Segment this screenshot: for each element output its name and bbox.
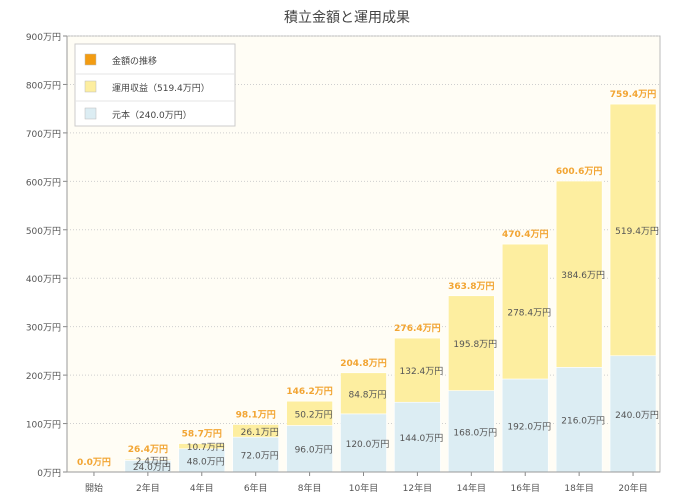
y-tick-label: 400万円 (26, 274, 61, 285)
total-value-label: 146.2万円 (286, 386, 332, 397)
y-tick-label: 700万円 (26, 129, 61, 140)
return-value-label: 195.8万円 (453, 339, 497, 350)
principal-value-label: 72.0万円 (241, 451, 279, 462)
principal-bar-segment (609, 355, 657, 473)
principal-value-label: 120.0万円 (346, 439, 390, 450)
y-tick-label: 100万円 (26, 420, 61, 431)
total-value-label: 470.4万円 (502, 229, 548, 240)
x-tick-label: 12年目 (403, 482, 432, 494)
return-bar-segment (340, 372, 387, 415)
principal-value-label: 24.0万円 (133, 462, 171, 473)
x-tick-label: 10年目 (349, 482, 378, 494)
return-bar-segment (124, 458, 172, 461)
y-tick-label: 500万円 (26, 226, 61, 237)
legend-box (74, 43, 236, 127)
return-bar-segment (501, 243, 549, 380)
return-bar-segment (394, 337, 441, 403)
x-tick-label: 14年目 (457, 482, 486, 494)
legend-label: 元本（240.0万円） (112, 109, 192, 121)
y-tick-label: 600万円 (26, 177, 61, 188)
x-tick-label: 4年目 (190, 482, 214, 494)
return-value-label: 519.4万円 (615, 226, 659, 237)
y-tick-label: 200万円 (26, 371, 61, 382)
return-bar-segment (609, 103, 657, 357)
y-tick-label: 300万円 (26, 323, 61, 334)
x-tick-label: 16年目 (511, 482, 540, 494)
principal-value-label: 192.0万円 (507, 421, 551, 432)
return-value-label: 132.4万円 (400, 366, 444, 377)
total-value-label: 204.8万円 (340, 358, 386, 369)
return-value-label: 384.6万円 (561, 270, 605, 281)
return-value-label: 26.1万円 (241, 427, 279, 438)
total-value-label: 276.4万円 (394, 323, 440, 334)
total-value-label: 0.0万円 (77, 457, 111, 468)
legend-label: 運用収益（519.4万円） (112, 82, 210, 94)
principal-bar-segment (340, 413, 387, 473)
principal-value-label: 48.0万円 (187, 456, 225, 467)
x-tick-label: 2年目 (136, 482, 160, 494)
return-value-label: 10.7万円 (187, 442, 225, 453)
principal-value-label: 240.0万円 (615, 410, 659, 421)
principal-bar-segment (394, 401, 441, 473)
x-tick-label: 開始 (85, 482, 103, 494)
x-tick-label: 6年目 (244, 482, 268, 494)
principal-value-label: 144.0万円 (400, 433, 444, 444)
principal-bar-segment (232, 436, 279, 473)
y-tick-label: 800万円 (26, 80, 61, 91)
return-bar-segment (448, 295, 495, 391)
x-tick-label: 8年目 (298, 482, 322, 494)
principal-bar-segment (448, 390, 495, 473)
principal-value-label: 168.0万円 (453, 427, 497, 438)
return-bar-segment (232, 424, 279, 438)
x-tick-label: 20年目 (618, 482, 647, 494)
y-tick-label: 0万円 (37, 468, 61, 479)
legend-swatch (84, 53, 97, 66)
principal-value-label: 96.0万円 (295, 445, 333, 456)
principal-value-label: 216.0万円 (561, 416, 605, 427)
total-value-label: 759.4万円 (610, 89, 656, 100)
return-bar-segment (286, 400, 333, 426)
principal-bar-segment (555, 367, 603, 473)
return-value-label: 278.4万円 (507, 308, 551, 319)
total-value-label: 98.1万円 (236, 409, 276, 420)
return-value-label: 2.4万円 (136, 456, 168, 467)
total-value-label: 58.7万円 (182, 429, 222, 440)
legend-label: 金額の推移 (112, 55, 157, 67)
return-bar-segment (555, 180, 603, 368)
return-value-label: 84.8万円 (348, 389, 386, 400)
chart-title: 積立金額と運用成果 (284, 10, 410, 26)
total-value-label: 600.6万円 (556, 166, 602, 177)
legend-swatch (84, 80, 97, 93)
total-value-label: 363.8万円 (448, 281, 494, 292)
legend-swatch (84, 107, 97, 120)
total-value-label: 26.4万円 (128, 444, 168, 455)
return-value-label: 50.2万円 (295, 409, 333, 420)
return-bar-segment (178, 443, 226, 450)
x-tick-label: 18年目 (564, 482, 593, 494)
y-tick-label: 900万円 (26, 32, 61, 43)
